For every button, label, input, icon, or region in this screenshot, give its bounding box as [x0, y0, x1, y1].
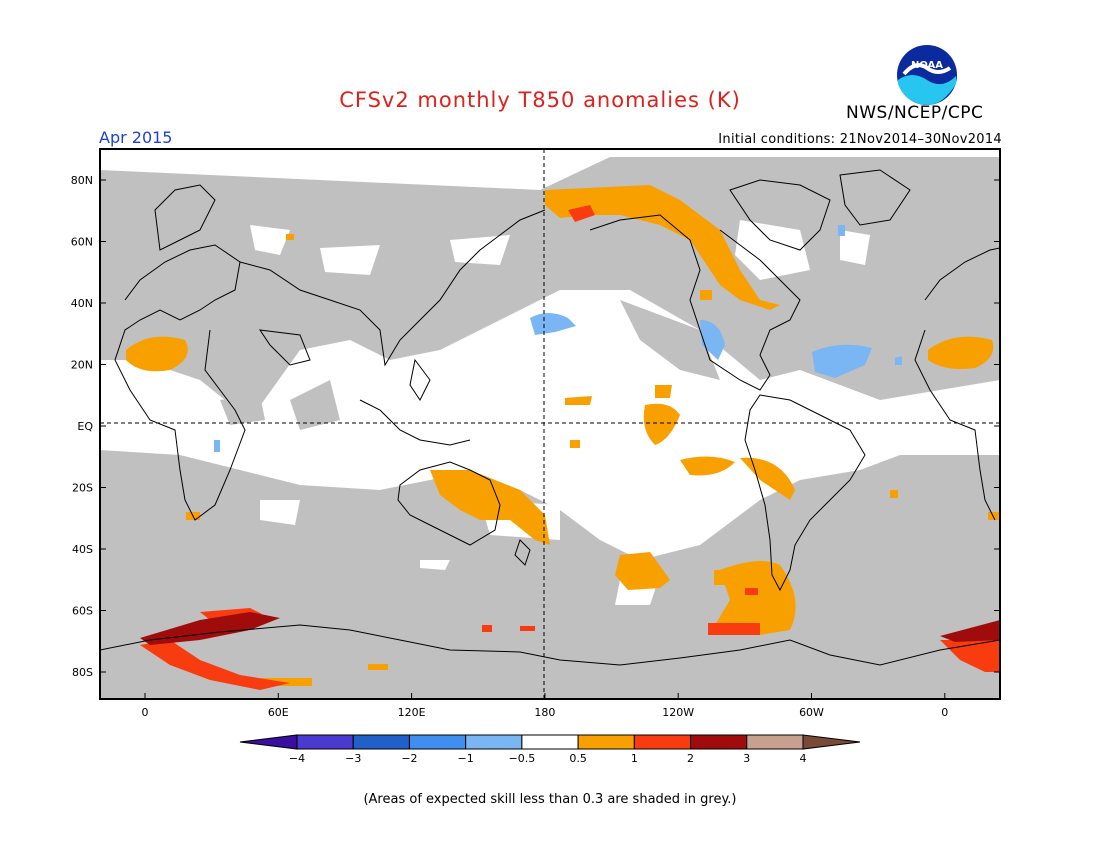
colorbar-swatch — [465, 734, 523, 750]
colorbar-high-arrow — [802, 734, 861, 750]
colorbar-label: −4 — [289, 752, 305, 765]
longitude-label: 60E — [268, 706, 289, 719]
organization-label: NWS/NCEP/CPC — [846, 103, 984, 123]
colorbar-swatch — [746, 734, 804, 750]
colorbar-swatch — [408, 734, 467, 750]
colorbar-swatch — [521, 734, 579, 750]
anomaly-0p5-to-1 — [126, 185, 1000, 686]
latitude-label: 20N — [71, 359, 93, 372]
low-skill-shading — [100, 157, 1000, 699]
latitude-axis: 80N 60N 40N 20N EQ 20S 40S 60S 80S — [71, 174, 1000, 679]
longitude-label: 180 — [534, 706, 555, 719]
map-frame — [99, 148, 1001, 700]
latitude-label: 40S — [72, 543, 93, 556]
colorbar-swatch — [633, 734, 692, 750]
colorbar-swatch — [352, 734, 410, 750]
longitude-axis: 0 60E 120E 180 120W 60W 0 — [142, 693, 948, 719]
longitude-label: 120W — [662, 706, 694, 719]
colorbar-label: 0.5 — [569, 752, 587, 765]
longitude-label: 60W — [799, 706, 824, 719]
colorbar-swatch — [577, 734, 635, 750]
longitude-label: 0 — [142, 706, 149, 719]
colorbar-label: 1 — [631, 752, 638, 765]
colorbar-label: 2 — [687, 752, 694, 765]
colorbar-swatch — [296, 734, 354, 750]
longitude-label: 120E — [398, 706, 426, 719]
colorbar-low-arrow — [239, 734, 298, 750]
initial-conditions-label: Initial conditions: 21Nov2014–30Nov2014 — [718, 132, 1002, 147]
latitude-label: 60N — [71, 236, 93, 249]
longitude-label: 0 — [941, 706, 948, 719]
latitude-label: 20S — [72, 482, 93, 495]
latitude-label: EQ — [77, 420, 93, 433]
colorbar-label: 4 — [800, 752, 807, 765]
noaa-logo: NOAA — [897, 45, 957, 106]
anomaly-minus-0p5-to-minus-1 — [214, 225, 902, 452]
coastlines — [100, 169, 1000, 666]
chart-title: CFSv2 monthly T850 anomalies (K) — [339, 88, 741, 112]
latitude-label: 40N — [71, 297, 93, 310]
colorbar-label: 3 — [743, 752, 750, 765]
valid-month-label: Apr 2015 — [99, 128, 173, 147]
footnote: (Areas of expected skill less than 0.3 a… — [363, 792, 737, 807]
latitude-label: 80S — [72, 666, 93, 679]
logo-text: NOAA — [911, 60, 943, 71]
latitude-label: 80N — [71, 174, 93, 187]
latitude-label: 60S — [72, 605, 93, 618]
colorbar-swatch — [690, 734, 748, 750]
colorbar-label: −3 — [345, 752, 361, 765]
colorbar-label: −0.5 — [509, 752, 536, 765]
colorbar-label: −2 — [401, 752, 417, 765]
colorbar-label: −1 — [458, 752, 474, 765]
